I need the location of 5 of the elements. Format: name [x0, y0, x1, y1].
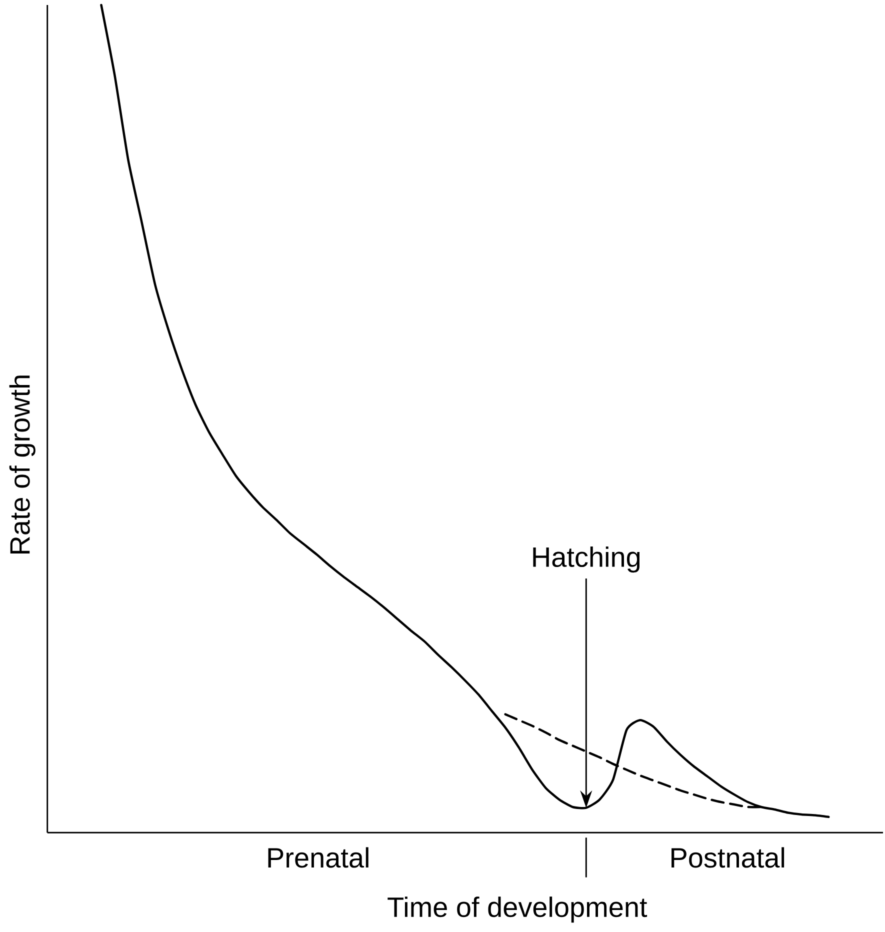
x-axis-title: Time of development: [388, 896, 648, 923]
annotation: Hatching: [533, 546, 640, 573]
text: Prenatal: [268, 847, 368, 868]
text: Postnatal: [672, 847, 784, 868]
y-axis-title: Rate of growth: [9, 376, 36, 554]
